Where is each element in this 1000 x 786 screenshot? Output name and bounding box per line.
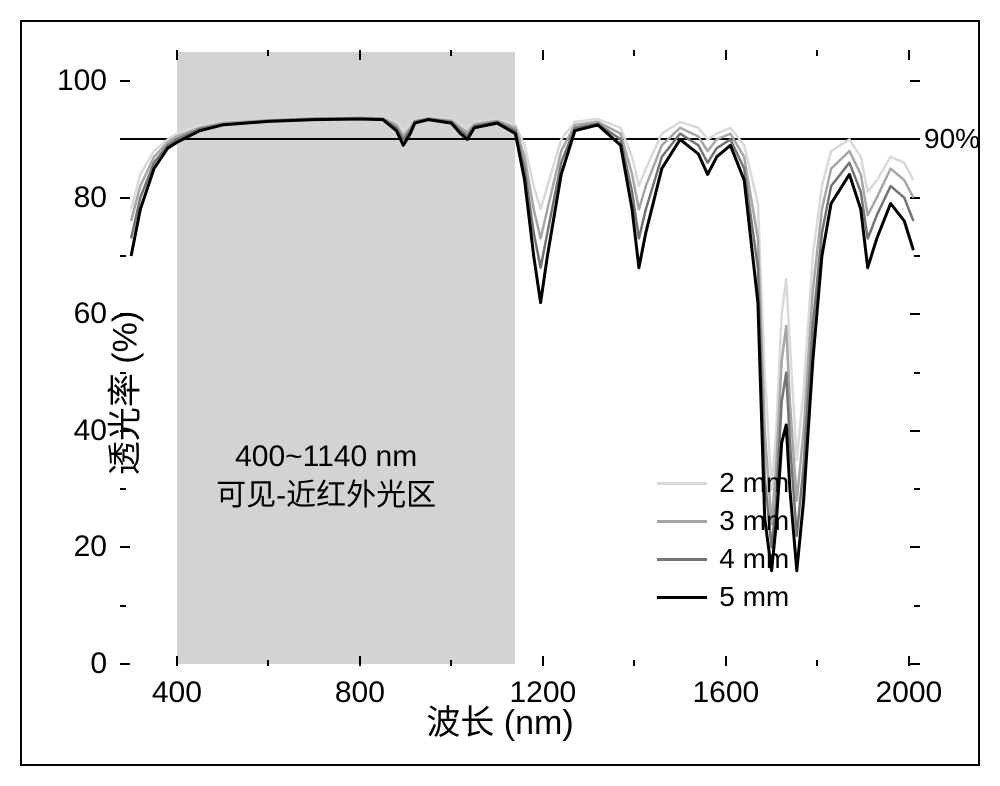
region-annotation: 400~1140 nm可见-近红外光区 (216, 437, 436, 515)
annotation-line1: 400~1140 nm (216, 437, 436, 476)
x-tick-label: 800 (335, 676, 385, 710)
y-tick-label: 40 (74, 414, 107, 448)
legend-label: 2 mm (719, 467, 789, 499)
x-tick-label: 1200 (509, 676, 576, 710)
x-tick-label: 400 (152, 676, 202, 710)
legend-label: 3 mm (719, 505, 789, 537)
legend-swatch (657, 596, 707, 599)
chart-container: 透光率 (%) 波长 (nm) 400800120016002000020406… (20, 20, 980, 766)
y-tick-label: 20 (74, 530, 107, 564)
legend: 2 mm 3 mm 4 mm 5 mm (657, 467, 789, 619)
legend-item: 3 mm (657, 505, 789, 537)
legend-label: 4 mm (719, 543, 789, 575)
x-tick-label: 2000 (875, 676, 942, 710)
legend-swatch (657, 558, 707, 561)
legend-item: 4 mm (657, 543, 789, 575)
y-tick-label: 60 (74, 297, 107, 331)
legend-item: 2 mm (657, 467, 789, 499)
x-tick-label: 1600 (692, 676, 759, 710)
y-tick-label: 0 (90, 647, 107, 681)
y-tick-label: 80 (74, 181, 107, 215)
plot-area: 40080012001600200002040608010090%400~114… (122, 52, 918, 664)
legend-swatch (657, 482, 707, 485)
y-tick-label: 100 (57, 64, 107, 98)
annotation-line2: 可见-近红外光区 (216, 476, 436, 515)
legend-swatch (657, 520, 707, 523)
legend-item: 5 mm (657, 581, 789, 613)
reference-line-label: 90% (924, 123, 980, 155)
series-svg (122, 52, 918, 664)
legend-label: 5 mm (719, 581, 789, 613)
